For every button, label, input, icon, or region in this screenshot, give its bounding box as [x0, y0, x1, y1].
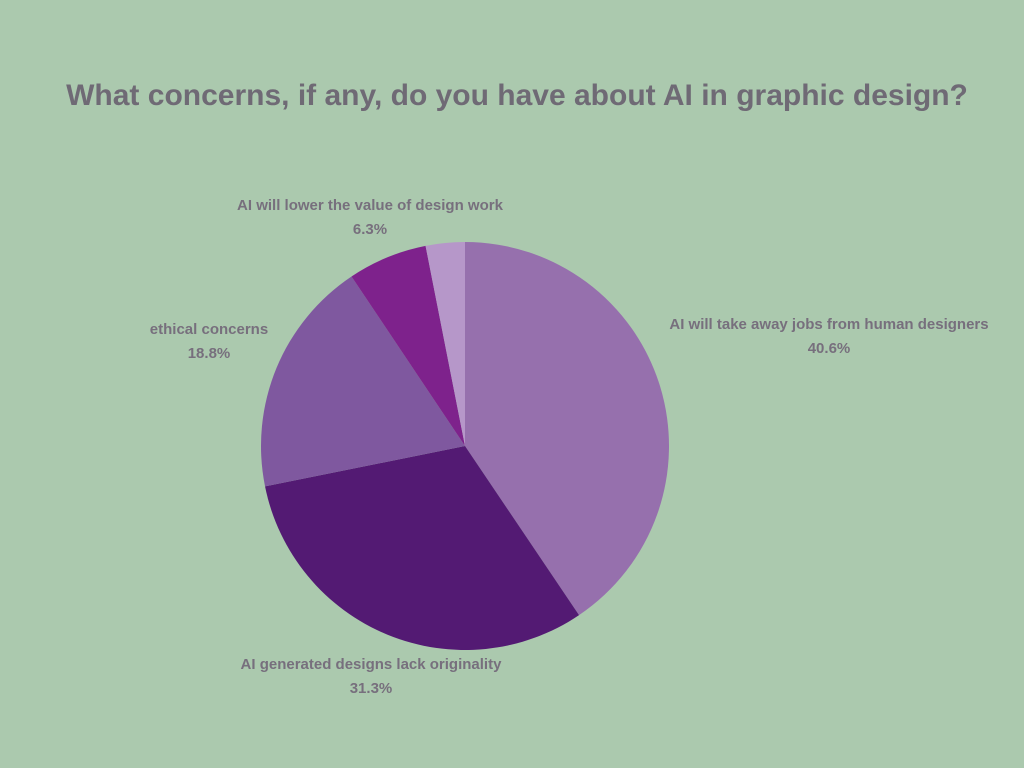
pie-slice	[425, 242, 465, 446]
slice-label: ethical concerns	[150, 321, 268, 338]
slice-value-label: 18.8%	[188, 345, 231, 362]
pie-slice	[351, 245, 465, 446]
slice-value-label: 40.6%	[808, 340, 851, 357]
slice-label: AI will take away jobs from human design…	[669, 316, 988, 333]
pie-slice	[465, 242, 669, 616]
slice-label: AI generated designs lack originality	[241, 656, 503, 673]
slice-label: AI will lower the value of design work	[237, 197, 504, 214]
slice-value-label: 31.3%	[350, 680, 393, 697]
pie-slice	[260, 276, 465, 487]
chart-title: What concerns, if any, do you have about…	[66, 79, 968, 112]
pie-slice	[265, 446, 580, 650]
slice-value-label: 6.3%	[353, 221, 387, 238]
